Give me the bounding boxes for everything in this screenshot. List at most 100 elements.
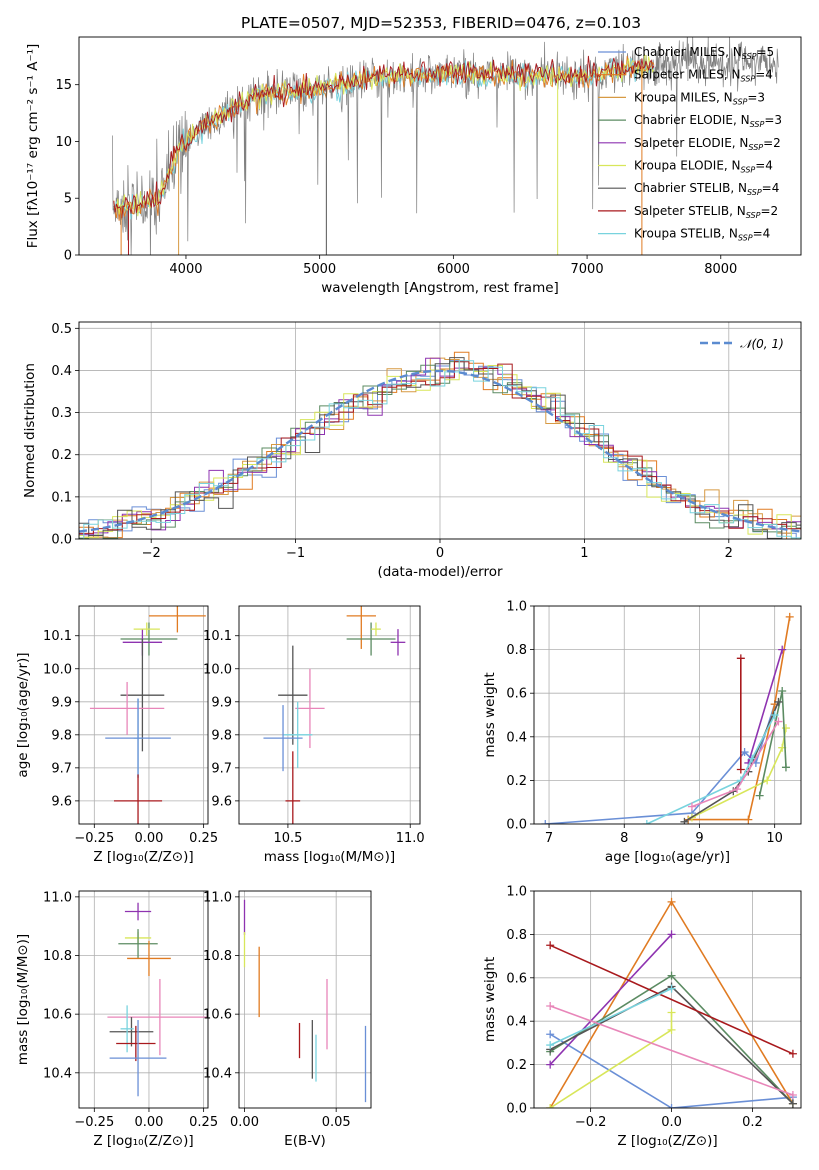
normal-reference-curve — [79, 369, 801, 533]
axes-age-vs-mass: 10.5 11.0 9.6 9.7 9.8 9.9 10.0 10.1 mass [log₁₀(… — [203, 605, 425, 865]
weight-line — [549, 944, 794, 1055]
weight-marker — [774, 717, 783, 726]
axes-frame — [78, 890, 209, 1109]
y-tick-label: 10.1 — [43, 629, 72, 644]
y-tick-label: 0.8 — [506, 928, 527, 943]
weight-marker — [667, 971, 676, 980]
y-tick-label: 0.4 — [506, 1015, 527, 1030]
weight-line — [549, 1012, 673, 1108]
axes-frame — [78, 36, 802, 256]
legend-subscript: SSP — [748, 143, 763, 152]
x-axis-label: Z [log₁₀(Z/Z⊙)] — [93, 1133, 193, 1149]
weight-marker — [785, 612, 794, 621]
legend-label: Kroupa STELIB, NSSP=4 — [634, 227, 770, 243]
plot-area — [112, 37, 779, 255]
legend-count: =2 — [760, 204, 778, 218]
weight-marker — [740, 748, 749, 757]
x-axis-label: wavelength [Angstrom, rest frame] — [321, 280, 559, 296]
y-axis-label: mass weight — [482, 672, 498, 757]
y-axis-label: Flux [fλ10⁻¹⁷ erg cm⁻² s⁻¹ A⁻¹] — [25, 44, 41, 249]
legend-label: Kroupa ELODIE, NSSP=4 — [634, 159, 773, 175]
plot-area — [534, 891, 801, 1108]
x-axis-label: Z [log₁₀(Z/Z⊙)] — [617, 1133, 717, 1149]
x-tick-label: 7 — [545, 831, 553, 846]
legend-label: 𝒩(0, 1) — [740, 337, 784, 351]
legend-text: Salpeter MILES, N — [634, 68, 741, 82]
x-tick-label: 0.0 — [661, 1115, 682, 1130]
histogram-step — [79, 360, 801, 539]
weight-marker — [667, 1104, 676, 1108]
y-axis-label: mass [log₁₀(M/M⊙)] — [15, 934, 31, 1065]
x-tick-label: 0.00 — [134, 831, 163, 846]
weight-marker — [667, 1008, 676, 1017]
plot-area — [79, 322, 801, 539]
plot-area — [79, 606, 208, 824]
x-tick-label: 9 — [695, 831, 703, 846]
legend-subscript: SSP — [742, 52, 757, 61]
weight-marker — [770, 711, 779, 719]
y-tick-label: 9.7 — [51, 761, 72, 776]
weight-marker — [546, 941, 555, 950]
weight-line — [549, 933, 673, 1066]
weight-line — [646, 714, 776, 824]
weight-marker — [546, 1060, 555, 1069]
axes-massweight-vs-age: 7 8 9 10 0.0 0.2 0.4 0.6 0.8 1.0 age [log₁₀(age/yr… — [482, 600, 802, 865]
legend-text: Chabrier STELIB, N — [634, 181, 747, 195]
weight-marker — [736, 654, 745, 663]
y-axis-label: age [log₁₀(age/yr)] — [15, 652, 31, 777]
weight-marker — [541, 820, 550, 824]
y-tick-label: 9.8 — [211, 728, 232, 743]
y-tick-label: 10.8 — [203, 949, 232, 964]
legend-label: Chabrier MILES, NSSP=5 — [634, 45, 774, 61]
y-tick-label: 0.0 — [506, 818, 527, 833]
x-tick-label: 7000 — [571, 262, 604, 277]
weight-marker — [687, 802, 696, 811]
weight-marker — [546, 1002, 555, 1011]
x-tick-label: 0.05 — [322, 1115, 351, 1130]
plot-area — [79, 891, 208, 1108]
y-tick-label: 0.6 — [506, 971, 527, 986]
y-tick-label: 10.4 — [43, 1066, 72, 1081]
axes-mass-vs-Z: −0.25 0.00 0.25 10.4 10.6 10.8 11.0 Z [log₁₀(Z/… — [15, 890, 218, 1149]
y-axis-label: Normed distribution — [22, 363, 38, 498]
x-tick-label: 2 — [725, 546, 733, 561]
weight-marker — [778, 687, 787, 696]
weight-marker — [642, 820, 651, 824]
x-tick-label: 11.0 — [396, 831, 425, 846]
weight-marker — [763, 776, 772, 785]
axes-residuals: −2 −1 0 1 2 0.0 0.1 0.2 0.3 0.4 0.5 (data-model)/er… — [22, 321, 802, 580]
y-tick-label: 0 — [64, 249, 72, 264]
legend-count: =2 — [763, 136, 781, 150]
x-tick-label: 0.00 — [230, 1115, 259, 1130]
axes-mass-vs-EBV: 0.00 0.05 10.4 10.6 10.8 11.0 E(B-V) — [203, 890, 372, 1149]
weight-marker — [788, 1049, 797, 1058]
y-tick-label: 10.0 — [43, 662, 72, 677]
weight-marker — [778, 645, 787, 654]
weight-line — [549, 1033, 793, 1108]
y-tick-label: 10.4 — [203, 1066, 232, 1081]
legend-label: Chabrier ELODIE, NSSP=3 — [634, 113, 782, 129]
y-tick-label: 0.0 — [506, 1102, 527, 1117]
weight-marker — [733, 785, 742, 794]
legend-subscript: SSP — [741, 75, 756, 84]
plot-area — [534, 606, 801, 824]
legend-count: =3 — [764, 113, 782, 127]
y-tick-label: 15 — [55, 78, 72, 93]
axes-frame — [533, 605, 802, 825]
weight-line — [688, 616, 791, 821]
weight-marker — [788, 1090, 797, 1099]
y-tick-label: 10.8 — [43, 949, 72, 964]
legend-subscript: SSP — [747, 188, 762, 197]
y-tick-label: 10.6 — [203, 1008, 232, 1023]
weight-marker — [781, 763, 790, 772]
x-tick-label: 0.00 — [134, 1115, 163, 1130]
histogram-step — [79, 365, 801, 539]
legend-subscript: SSP — [741, 166, 756, 175]
weight-line — [747, 649, 783, 764]
x-tick-label: 1 — [580, 546, 588, 561]
legend-subscript: SSP — [750, 120, 765, 129]
weight-marker — [667, 897, 676, 906]
weight-marker — [788, 1099, 797, 1108]
y-tick-label: 9.7 — [211, 761, 232, 776]
